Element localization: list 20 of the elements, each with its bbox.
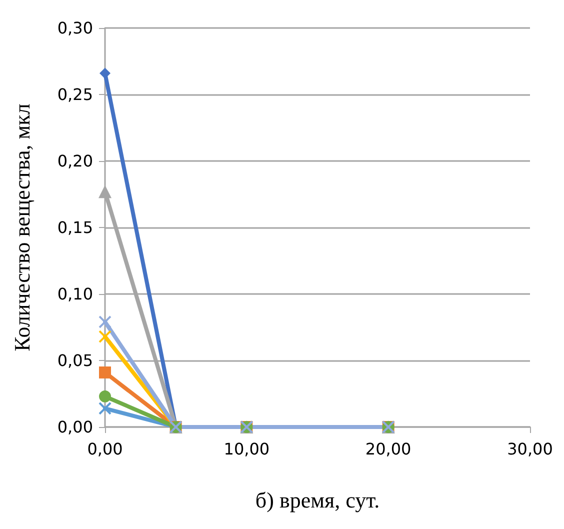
point xyxy=(98,315,112,328)
point xyxy=(98,185,112,198)
point xyxy=(100,68,110,79)
x-tick-label: 20,00 xyxy=(365,440,412,458)
y-tick-label: 0,15 xyxy=(57,218,93,237)
x-tick-label: 0,00 xyxy=(87,440,123,458)
y-tick-label: 0,00 xyxy=(57,418,93,436)
x-tick-label: 10,00 xyxy=(224,440,270,458)
y-axis-title: Количество вещества, мкл xyxy=(10,104,34,352)
point xyxy=(98,402,112,415)
y-tick-label: 0,30 xyxy=(57,18,93,38)
y-tick-label: 0,20 xyxy=(57,152,93,170)
y-tick-label: 0,25 xyxy=(57,85,93,104)
x-tick-label: 30,00 xyxy=(507,440,553,458)
y-tick-label: 0,10 xyxy=(57,284,93,304)
point xyxy=(99,366,111,378)
x-axis-title: б) время, сут. xyxy=(255,488,380,512)
point xyxy=(99,390,111,402)
point xyxy=(98,330,112,344)
y-tick-label: 0,05 xyxy=(57,351,93,370)
